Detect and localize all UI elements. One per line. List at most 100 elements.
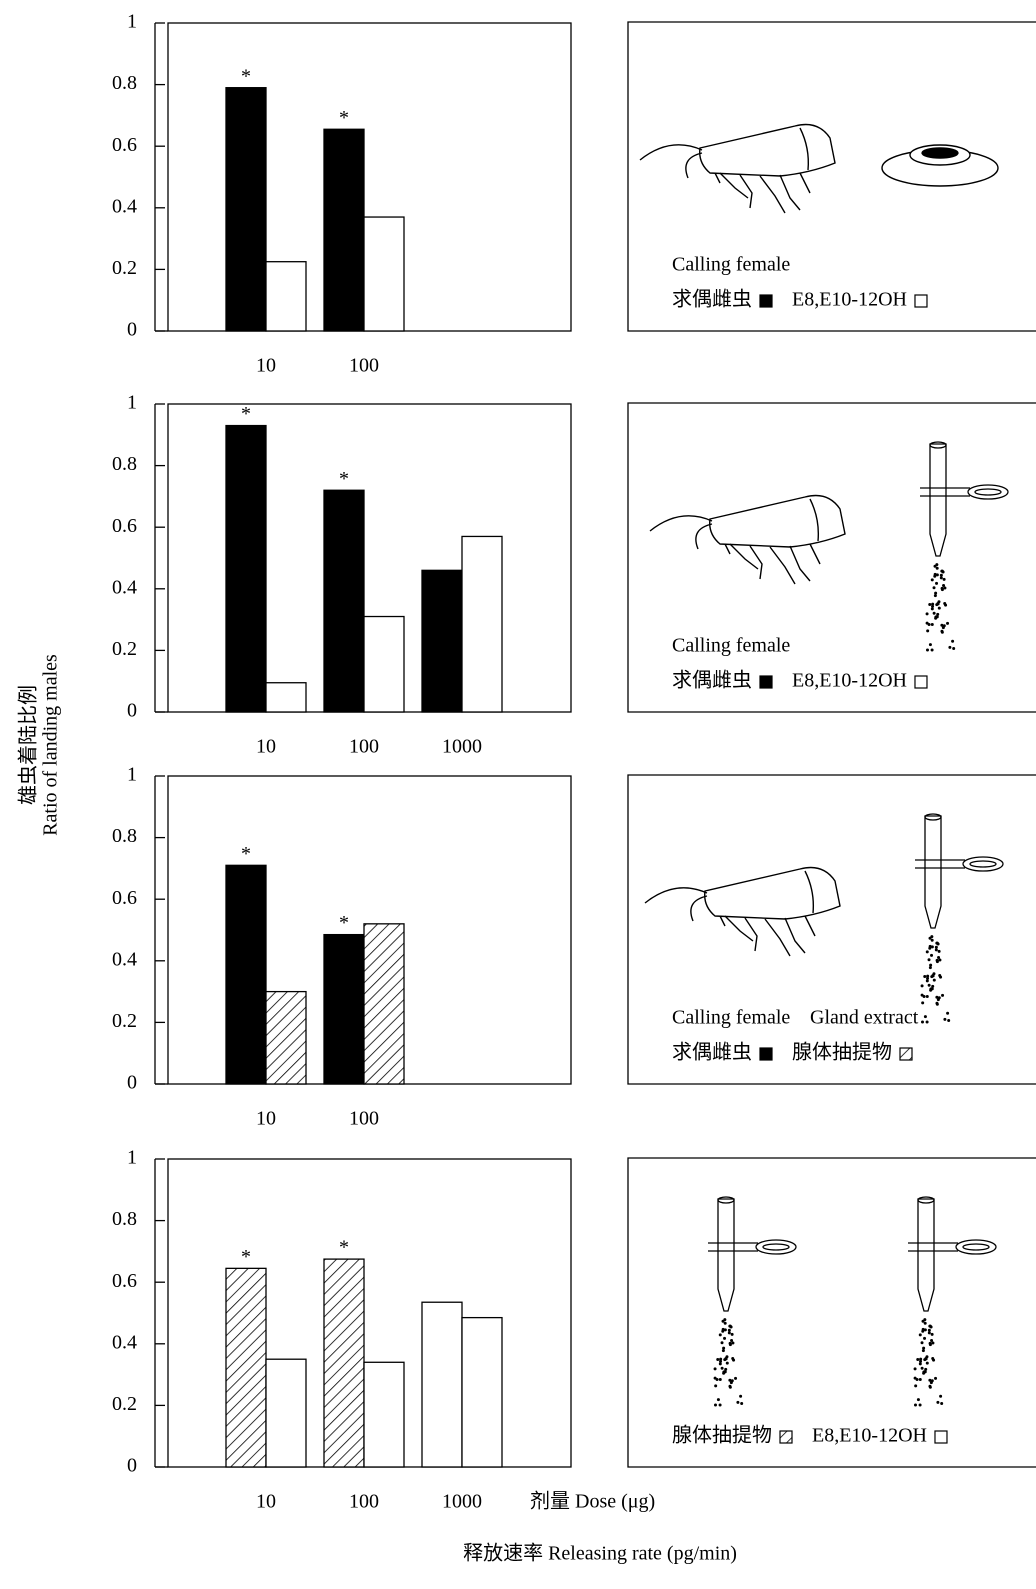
legend-label-en: Gland extract: [810, 1007, 919, 1029]
tube-coil: [756, 1240, 796, 1254]
spray-dot: [723, 1358, 726, 1361]
spray-dot: [942, 626, 945, 629]
spray-dot: [731, 1333, 734, 1336]
bar: [324, 129, 364, 331]
spray-dot: [942, 571, 945, 574]
spray-dot: [941, 994, 944, 997]
legend-swatch: [915, 676, 927, 688]
spray-dot: [721, 1330, 724, 1333]
bar: [266, 262, 306, 331]
spray-dot: [926, 612, 929, 615]
spray-dot: [722, 1347, 725, 1350]
spray-dot: [734, 1377, 737, 1380]
spray-dot: [731, 1342, 734, 1345]
spray-dot: [926, 649, 929, 652]
spray-dot: [716, 1358, 719, 1361]
spray-dot: [936, 567, 939, 570]
spray-dot: [936, 615, 939, 618]
spray-dot: [928, 623, 931, 626]
spray-dot: [921, 984, 924, 987]
spray-dot: [937, 943, 940, 946]
spray-dot: [924, 1015, 927, 1018]
spray-dot: [944, 604, 947, 607]
x-tick-label: 10: [256, 1108, 276, 1130]
significance-mark: *: [241, 1246, 251, 1268]
legend-box: [628, 1158, 1036, 1467]
spray-dot: [951, 640, 954, 643]
spray-dot: [931, 578, 934, 581]
spray-dot: [942, 584, 945, 587]
significance-mark: *: [241, 403, 251, 425]
bar: [364, 1362, 404, 1467]
spray-dot: [923, 995, 926, 998]
spray-dot: [919, 1360, 922, 1363]
spray-dot: [931, 945, 934, 948]
spray-dot: [716, 1378, 719, 1381]
spray-dot: [930, 975, 933, 978]
legend-label: 求偶雌虫: [672, 288, 752, 311]
spray-dot: [931, 623, 934, 626]
legend-swatch: [760, 295, 772, 307]
x-tick-label: 10: [256, 1491, 276, 1513]
spray-dot: [736, 1401, 739, 1404]
spray-dot: [930, 1326, 933, 1329]
bar: [266, 1359, 306, 1467]
spray-dot: [928, 1331, 931, 1334]
legend-label: 腺体抽提物: [792, 1041, 892, 1064]
tube-illustration: [915, 814, 1003, 1024]
tube-body: [918, 1199, 934, 1311]
spray-dot: [721, 1341, 724, 1344]
bar: [364, 217, 404, 331]
spray-dot: [941, 587, 944, 590]
significance-mark: *: [339, 912, 349, 934]
significance-mark: *: [339, 1237, 349, 1259]
legend-label: E8,E10-12OH: [792, 670, 907, 692]
spray-dot: [936, 573, 939, 576]
spray-dot: [938, 959, 941, 962]
tube-coil-inner: [963, 1244, 989, 1250]
spray-dot: [948, 646, 951, 649]
spray-dot: [931, 648, 934, 651]
bar: [324, 490, 364, 712]
spray-dot: [719, 1333, 722, 1336]
spray-dot: [928, 1329, 931, 1332]
legend-swatch: [935, 1431, 947, 1443]
spray-dot: [935, 946, 938, 949]
spray-dot: [926, 629, 929, 632]
spray-dot: [740, 1402, 743, 1405]
legend-label: E8,E10-12OH: [812, 1425, 927, 1447]
spray-dot: [730, 1381, 733, 1384]
y-tick-label: 0.8: [112, 453, 137, 475]
spray-dot: [919, 1403, 922, 1406]
y-tick-label: 0: [127, 700, 137, 722]
y-tick-label: 0.8: [112, 72, 137, 94]
spray-dot: [916, 1358, 919, 1361]
spray-dot: [930, 954, 933, 957]
spray-dot: [935, 603, 938, 606]
bar: [364, 924, 404, 1084]
spray-dot: [935, 1002, 938, 1005]
spray-dot: [926, 977, 929, 980]
legend-swatch: [900, 1048, 912, 1060]
moth-wing: [710, 496, 845, 548]
tube-coil-inner: [970, 861, 996, 867]
tube-illustration: [908, 1197, 996, 1407]
y-axis-label: Ratio of landing males: [40, 654, 62, 836]
legend-label-en: Calling female: [672, 1007, 790, 1029]
bar: [226, 426, 266, 712]
y-tick-label: 0.4: [112, 1331, 137, 1353]
spray-dot: [921, 1001, 924, 1004]
spray-dot: [719, 1360, 722, 1363]
spray-dot: [936, 1401, 939, 1404]
spray-dot: [933, 575, 936, 578]
spray-dot: [921, 1367, 924, 1370]
legend-swatch: [760, 676, 772, 688]
x-tick-label: 10: [256, 355, 276, 377]
spray-dot: [719, 1403, 722, 1406]
bar: [266, 992, 306, 1084]
spray-dot: [724, 1370, 727, 1373]
moth-wing: [700, 125, 835, 177]
spray-dot: [917, 1398, 920, 1401]
spray-dot: [921, 1330, 924, 1333]
moth-illustration: [650, 496, 845, 585]
